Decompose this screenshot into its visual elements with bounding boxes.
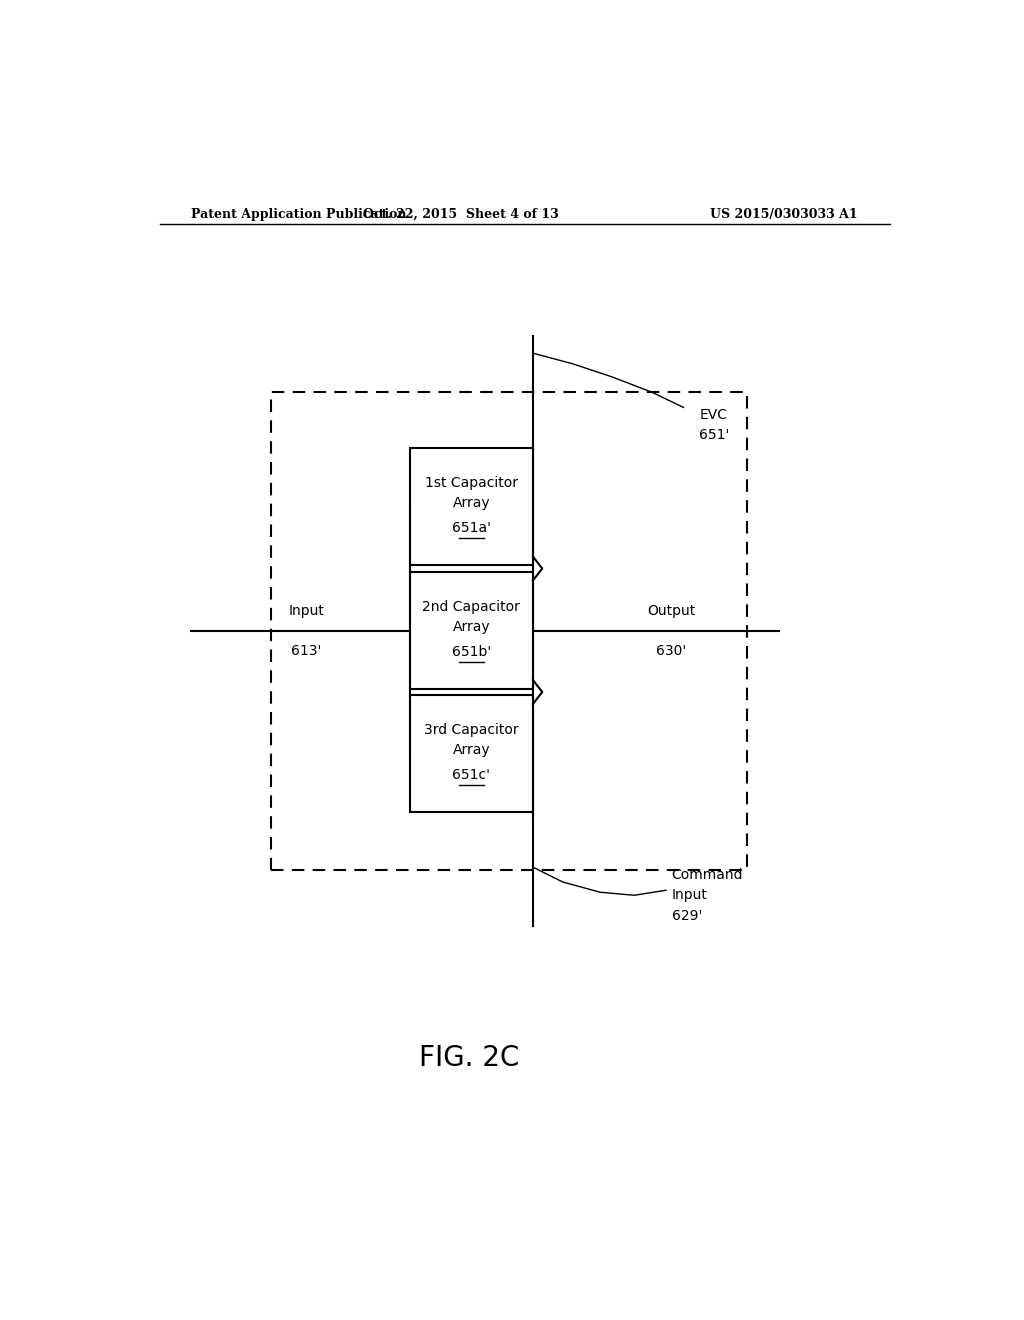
Text: 613': 613' bbox=[292, 644, 322, 659]
Text: 651a': 651a' bbox=[452, 521, 490, 535]
Bar bbox=[410, 696, 532, 812]
Text: Array: Array bbox=[453, 743, 490, 758]
Text: Input: Input bbox=[289, 603, 325, 618]
Text: 629': 629' bbox=[672, 908, 702, 923]
Bar bbox=[410, 447, 532, 565]
Text: US 2015/0303033 A1: US 2015/0303033 A1 bbox=[711, 207, 858, 220]
Text: Input: Input bbox=[672, 888, 708, 903]
Text: Patent Application Publication: Patent Application Publication bbox=[191, 207, 407, 220]
Text: 651c': 651c' bbox=[453, 768, 490, 781]
Text: FIG. 2C: FIG. 2C bbox=[419, 1044, 519, 1072]
Bar bbox=[410, 572, 532, 689]
Text: Command: Command bbox=[672, 869, 743, 882]
Text: Array: Array bbox=[453, 496, 490, 511]
Text: 651b': 651b' bbox=[452, 645, 490, 659]
Text: EVC: EVC bbox=[699, 408, 727, 421]
Bar bbox=[270, 392, 748, 870]
Text: Oct. 22, 2015  Sheet 4 of 13: Oct. 22, 2015 Sheet 4 of 13 bbox=[364, 207, 559, 220]
Text: 1st Capacitor: 1st Capacitor bbox=[425, 477, 518, 490]
Text: 651': 651' bbox=[699, 428, 730, 442]
Text: 3rd Capacitor: 3rd Capacitor bbox=[424, 723, 518, 737]
Text: 630': 630' bbox=[656, 644, 687, 659]
Text: Array: Array bbox=[453, 620, 490, 635]
Text: Output: Output bbox=[647, 603, 695, 618]
Text: 2nd Capacitor: 2nd Capacitor bbox=[422, 601, 520, 614]
